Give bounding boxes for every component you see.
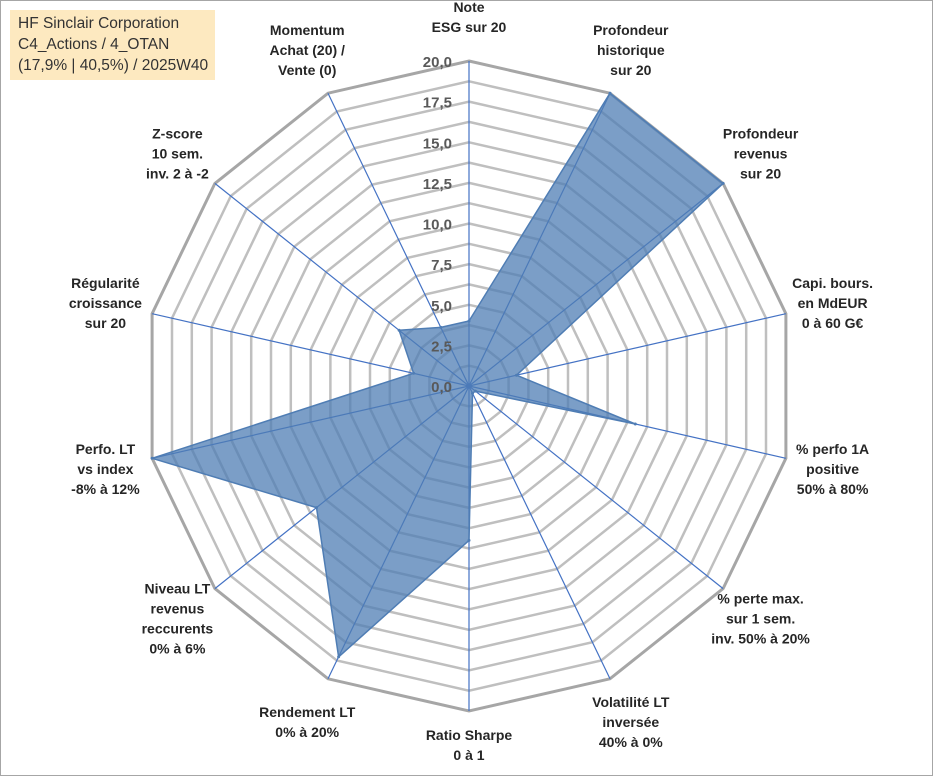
axis-label-line: % perfo 1A (796, 441, 869, 457)
chart-title-company: HF Sinclair Corporation (18, 15, 180, 32)
data-point (473, 389, 477, 393)
axis-label-line: sur 1 sem. (726, 611, 795, 627)
axis-label-line: 50% à 80% (797, 481, 869, 497)
axis-label-line: reccurents (142, 621, 214, 637)
axis-label-line: revenus (151, 601, 205, 617)
data-point (439, 325, 443, 329)
tick-label: 17,5 (423, 95, 452, 112)
tick-label: 7,5 (431, 257, 452, 274)
axis-label-line: Régularité (71, 275, 140, 291)
axis-label: Niveau LT revenus reccurents 0% à 6% (142, 581, 214, 657)
axis-label: Régularité croissance sur 20 (69, 275, 142, 331)
data-point (467, 319, 471, 323)
data-point (467, 538, 471, 542)
axis-label-line: Z-score (152, 125, 203, 141)
axis-label-line: inv. 50% à 20% (711, 631, 810, 647)
axis-label-line: 0% à 20% (275, 724, 339, 740)
axis-label-line: Niveau LT (144, 581, 210, 597)
data-series (150, 91, 725, 659)
data-point (150, 456, 154, 460)
axis-label: Volatilité LT inversée 40% à 0% (592, 694, 670, 750)
axis-label-line: sur 20 (85, 315, 126, 331)
axis-label-line: 40% à 0% (599, 734, 663, 750)
axis-label: Momentum Achat (20) / Vente (0) (269, 22, 345, 78)
axis-label-line: vs index (77, 461, 133, 477)
axis-label: Z-score 10 sem. inv. 2 à -2 (146, 125, 209, 181)
axis-label-line: sur 20 (610, 62, 651, 78)
axis-label: Profondeur historique sur 20 (593, 22, 669, 78)
data-point (412, 371, 416, 375)
chart-title-stats: (17,9% | 40,5%) / 2025W40 (18, 57, 209, 74)
axis-label: Capi. bours. en MdEUR 0 à 60 G€ (792, 275, 873, 331)
axis-label-line: Capi. bours. (792, 275, 873, 291)
axis-label-line: 0% à 6% (149, 641, 206, 657)
axis-spoke (468, 313, 787, 387)
axis-label-line: inv. 2 à -2 (146, 165, 209, 181)
axis-label: Rendement LT 0% à 20% (259, 704, 356, 740)
axis-label-line: % perte max. (717, 591, 803, 607)
axis-label-line: Note (453, 1, 484, 15)
axis-label-line: Momentum (270, 22, 345, 38)
data-point (608, 91, 612, 95)
tick-label: 15,0 (423, 135, 452, 152)
axis-label-line: sur 20 (740, 165, 781, 181)
axis-label-line: Perfo. LT (76, 441, 136, 457)
axis-label: Ratio Sharpe 0 à 1 (426, 727, 513, 763)
axis-label-line: croissance (69, 295, 142, 311)
axis-spoke (468, 385, 611, 680)
axis-spoke (468, 385, 724, 590)
radial-ticks: 0,0 2,5 5,0 7,5 10,0 12,5 15,0 17,5 20,0 (423, 54, 452, 396)
axis-label-line: 0 à 1 (453, 747, 484, 763)
axis-label-line: ESG sur 20 (432, 19, 507, 35)
axis-label: Profondeur revenus sur 20 (723, 125, 799, 181)
axis-label-line: positive (806, 461, 859, 477)
axis-label-line: Rendement LT (259, 704, 356, 720)
tick-label: 0,0 (431, 379, 452, 396)
axis-label-line: Profondeur (723, 125, 799, 141)
data-point (515, 373, 518, 377)
axis-label-line: en MdEUR (798, 295, 868, 311)
axis-label-line: Vente (0) (278, 62, 336, 78)
axis-label-line: Ratio Sharpe (426, 727, 513, 743)
tick-label: 12,5 (423, 176, 452, 193)
tick-label: 5,0 (431, 298, 452, 315)
axis-label-line: Volatilité LT (592, 694, 670, 710)
data-point (315, 506, 318, 510)
axis-label-line: inversée (602, 714, 659, 730)
data-point (633, 422, 637, 426)
data-point (721, 181, 725, 185)
axis-label-line: 0 à 60 G€ (802, 315, 864, 331)
axis-label: Perfo. LT vs index -8% à 12% (71, 441, 140, 497)
axis-label-line: -8% à 12% (71, 481, 140, 497)
tick-label: 20,0 (423, 54, 452, 71)
axis-label: % perfo 1A positive 50% à 80% (796, 441, 869, 497)
axis-label: % perte max. sur 1 sem. inv. 50% à 20% (711, 591, 810, 647)
axis-label: Note ESG sur 20 (432, 1, 507, 35)
data-point (397, 328, 401, 332)
axis-label-line: Achat (20) / (269, 42, 345, 58)
tick-label: 10,0 (423, 217, 452, 234)
axis-label-line: revenus (734, 145, 788, 161)
axis-label-line: 10 sem. (152, 145, 203, 161)
chart-title-category: C4_Actions / 4_OTAN (18, 36, 170, 53)
axis-label-line: Profondeur (593, 22, 669, 38)
data-point (471, 391, 474, 395)
chart-title-box: HF Sinclair Corporation C4_Actions / 4_O… (10, 10, 216, 80)
axis-labels: Note ESG sur 20 Profondeur historique sur 20… (69, 1, 873, 763)
tick-label: 2,5 (431, 338, 452, 355)
axis-label-line: historique (597, 42, 665, 58)
data-point (337, 655, 341, 659)
